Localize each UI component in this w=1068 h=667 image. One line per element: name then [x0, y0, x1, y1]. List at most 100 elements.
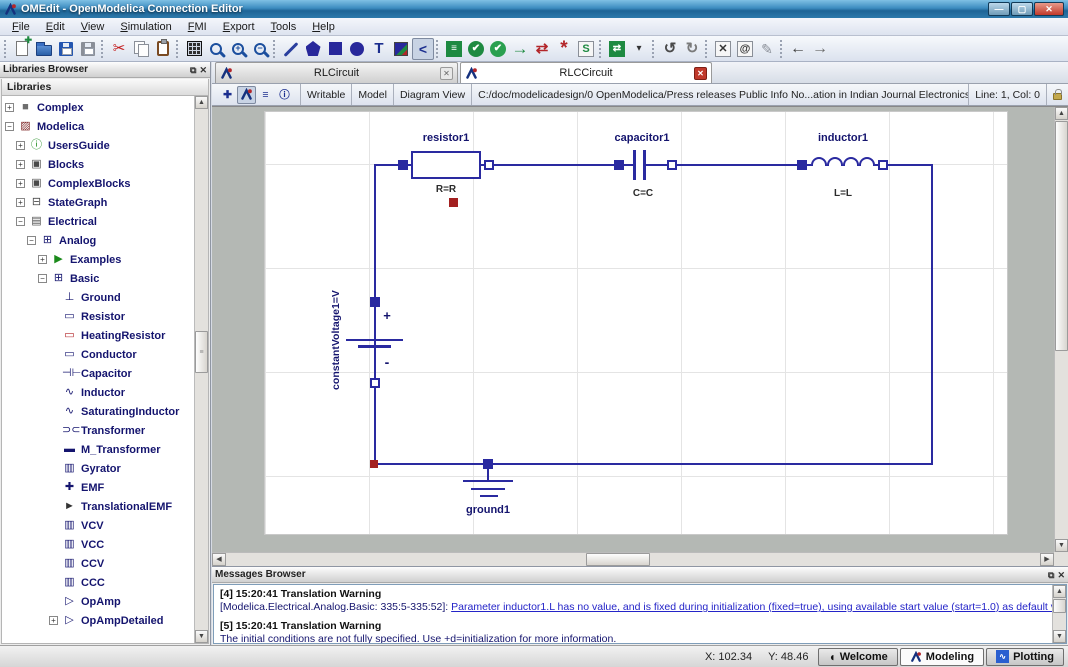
tree-item-saturatinginductor[interactable]: ∿ SaturatingInductor — [2, 402, 194, 421]
inductor-pin-p[interactable] — [797, 160, 807, 170]
libraries-scrollbar[interactable]: ▲ ≡ ▼ — [194, 96, 208, 643]
ground-pin[interactable] — [483, 459, 493, 469]
ground-plate-2[interactable] — [471, 488, 505, 490]
menu-fmi[interactable]: FMI — [187, 20, 207, 33]
new-plot-window-icon[interactable]: ⇄ — [606, 38, 628, 60]
inductor-coil-3[interactable] — [843, 157, 859, 166]
rectangle-tool-icon[interactable] — [324, 38, 346, 60]
reset-zoom-icon[interactable]: @ — [734, 38, 756, 60]
tree-expander-icon[interactable]: + — [16, 179, 25, 188]
scrollbar-thumb[interactable] — [1055, 121, 1068, 351]
zoom-out-icon[interactable]: − — [249, 38, 271, 60]
inductor-pin-n[interactable] — [878, 160, 888, 170]
tree-expander-icon[interactable]: − — [5, 122, 14, 131]
scroll-down-icon[interactable]: ▼ — [1055, 539, 1068, 552]
diagram-page[interactable]: resistor1 R=R capacitor1 C=C inductor1 — [264, 111, 1008, 535]
tree-item-opampdetailed[interactable]: + ▷ OpAmpDetailed — [2, 611, 194, 630]
tree-expander-icon[interactable]: + — [49, 616, 58, 625]
ground-plate-1[interactable] — [463, 480, 513, 482]
zoom-in-icon[interactable]: + — [227, 38, 249, 60]
scroll-left-icon[interactable]: ◀ — [212, 553, 226, 566]
voltage-plate-long[interactable] — [346, 339, 403, 341]
ground-stem[interactable] — [487, 469, 489, 480]
canvas-hscrollbar[interactable]: ◀ ▶ — [212, 552, 1054, 566]
scroll-up-icon[interactable]: ▲ — [1053, 585, 1066, 598]
canvas-vscrollbar[interactable]: ▲ ▼ — [1054, 107, 1068, 552]
ellipse-tool-icon[interactable] — [346, 38, 368, 60]
close-panel-icon[interactable]: ✕ — [199, 64, 207, 75]
tree-item-translationalemf[interactable]: ► TranslationalEMF — [2, 497, 194, 516]
float-panel-icon[interactable]: ⧉ — [190, 64, 197, 75]
plot-dropdown-icon[interactable]: ▾ — [628, 38, 650, 60]
tree-expander-icon[interactable]: − — [16, 217, 25, 226]
scroll-up-icon[interactable]: ▲ — [195, 96, 208, 109]
clear-icon[interactable]: ✎ — [756, 38, 778, 60]
tree-item-usersguide[interactable]: + ⓘ UsersGuide — [2, 136, 194, 155]
menu-edit[interactable]: Edit — [45, 20, 65, 33]
wire-left[interactable] — [374, 164, 376, 465]
tree-item-complex[interactable]: + ■ Complex — [2, 98, 194, 117]
tree-item-ccv[interactable]: ▥ CCV — [2, 554, 194, 573]
tree-item-stategraph[interactable]: + ⊟ StateGraph — [2, 193, 194, 212]
tree-item-capacitor[interactable]: ⊣⊢ Capacitor — [2, 364, 194, 383]
tree-item-inductor[interactable]: ∿ Inductor — [2, 383, 194, 402]
fit-to-diagram-icon[interactable]: ✕ — [712, 38, 734, 60]
open-file-icon[interactable] — [33, 38, 55, 60]
tree-item-ccc[interactable]: ▥ CCC — [2, 573, 194, 592]
copy-icon[interactable] — [130, 38, 152, 60]
scrollbar-thumb[interactable]: ≡ — [195, 331, 208, 373]
inductor-coil-4[interactable] — [859, 157, 875, 166]
ground-plate-3[interactable] — [480, 495, 498, 497]
capacitor-pin-n[interactable] — [667, 160, 677, 170]
maximize-button[interactable]: ▢ — [1011, 2, 1033, 16]
menu-view[interactable]: View — [80, 20, 105, 33]
scrollbar-thumb[interactable] — [1053, 599, 1066, 613]
tree-item-vcc[interactable]: ▥ VCC — [2, 535, 194, 554]
float-panel-icon[interactable]: ⧉ — [1048, 569, 1055, 580]
tree-item-vcv[interactable]: ▥ VCV — [2, 516, 194, 535]
tree-item-transformer[interactable]: ⊃⊂ Transformer — [2, 421, 194, 440]
wire-right[interactable] — [931, 164, 933, 465]
connect-tool-icon[interactable]: < — [412, 37, 434, 60]
voltage-plate-short[interactable] — [358, 345, 391, 348]
tree-expander-icon[interactable]: − — [38, 274, 47, 283]
paste-icon[interactable] — [152, 38, 174, 60]
tree-item-m_transformer[interactable]: ▬ M_Transformer — [2, 440, 194, 459]
tree-item-basic[interactable]: − ⊞ Basic — [2, 269, 194, 288]
tree-item-electrical[interactable]: − ▤ Electrical — [2, 212, 194, 231]
modeling-perspective-button[interactable]: Modeling — [899, 647, 985, 666]
simulate-icon[interactable]: → — [509, 38, 531, 60]
tab-rlccircuit[interactable]: RLCCircuit ✕ — [460, 62, 712, 83]
tree-item-analog[interactable]: − ⊞ Analog — [2, 231, 194, 250]
minimize-button[interactable]: — — [988, 2, 1010, 16]
tree-item-heatingresistor[interactable]: ▭ HeatingResistor — [2, 326, 194, 345]
voltage-pin-p[interactable] — [370, 297, 380, 307]
navigate-back-icon[interactable]: ← — [787, 38, 809, 60]
wire-bottom[interactable] — [374, 463, 933, 465]
tree-expander-icon[interactable]: + — [16, 160, 25, 169]
re-simulate-icon[interactable]: ↺ — [659, 38, 681, 60]
instantiate-model-icon[interactable]: ✔ — [487, 38, 509, 60]
scrollbar-thumb[interactable] — [586, 553, 650, 566]
inductor-coil-2[interactable] — [827, 157, 843, 166]
scroll-down-icon[interactable]: ▼ — [1053, 630, 1066, 643]
capacitor-plate-left[interactable] — [633, 150, 636, 180]
save-as-icon[interactable] — [77, 38, 99, 60]
title-bar[interactable]: OMEdit - OpenModelica Connection Editor … — [0, 0, 1068, 18]
voltage-pin-n[interactable] — [370, 378, 380, 388]
tree-expander-icon[interactable]: + — [16, 141, 25, 150]
tree-item-opamp[interactable]: ▷ OpAmp — [2, 592, 194, 611]
diagram-view-icon[interactable] — [237, 85, 256, 104]
tree-item-gyrator[interactable]: ▥ Gyrator — [2, 459, 194, 478]
tree-expander-icon[interactable]: − — [27, 236, 36, 245]
capacitor-plate-right[interactable] — [643, 150, 646, 180]
resistor-body[interactable] — [411, 151, 481, 179]
simulation-setup-icon[interactable]: S — [575, 38, 597, 60]
text-tool-icon[interactable]: T — [368, 38, 390, 60]
tab-close-icon[interactable]: ✕ — [694, 66, 707, 80]
tree-item-blocks[interactable]: + ▣ Blocks — [2, 155, 194, 174]
menu-export[interactable]: Export — [222, 20, 255, 33]
diagram-canvas[interactable]: resistor1 R=R capacitor1 C=C inductor1 — [212, 106, 1068, 566]
scroll-down-icon[interactable]: ▼ — [195, 630, 208, 643]
resistor-pin-p[interactable] — [398, 160, 408, 170]
